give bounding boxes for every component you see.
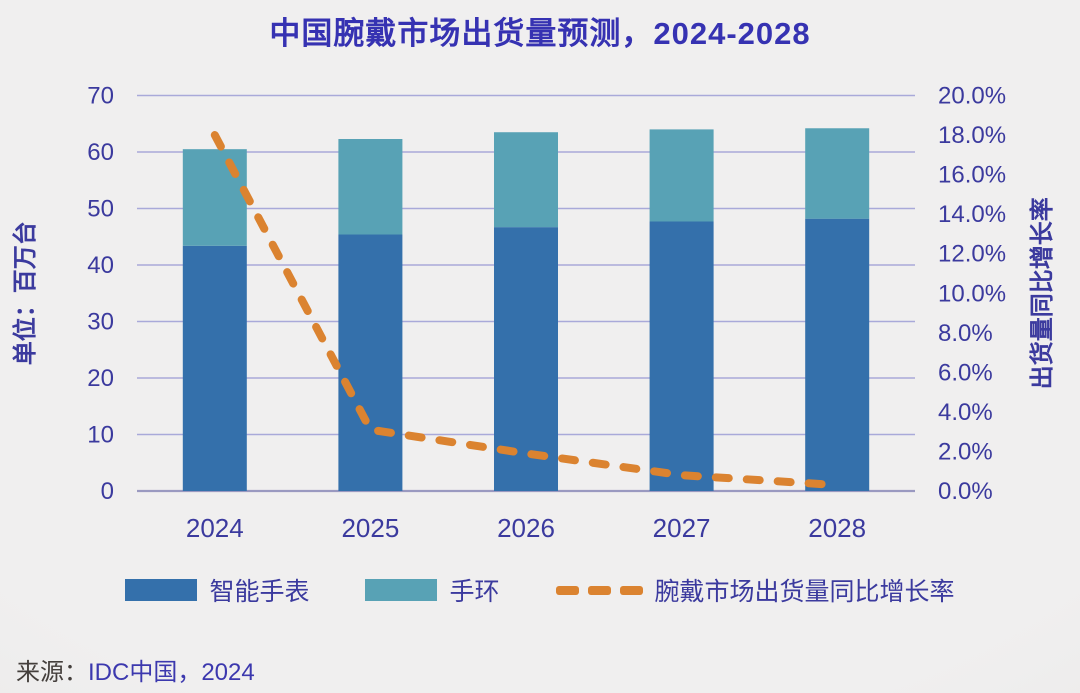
smartwatch-color-swatch xyxy=(125,579,198,601)
right-axis-tick: 18.0% xyxy=(938,122,1006,149)
left-axis-title: 单位：百万台 xyxy=(11,221,39,365)
left-axis-tick: 50 xyxy=(87,196,114,223)
growth-line-legend-label: 腕戴市场出货量同比增长率 xyxy=(654,578,955,606)
band-color-swatch xyxy=(365,579,438,601)
bar-2024-series1 xyxy=(182,149,247,246)
right-axis-ticks: 20.0% 18.0% 16.0% 14.0% 12.0% 10.0% 8.0% 6.0% 4.… xyxy=(938,83,1006,506)
x-axis-label: 2024 xyxy=(186,513,244,543)
right-axis-tick: 2.0% xyxy=(938,438,993,465)
source-note: 来源：IDC中国，2024 xyxy=(16,652,255,687)
right-axis-tick: 16.0% xyxy=(938,162,1006,189)
growth-line-dash-swatch xyxy=(555,585,643,595)
right-axis-tick: 8.0% xyxy=(938,320,993,347)
source-value: IDC中国，2024 xyxy=(88,659,255,686)
bar-2024-series0 xyxy=(182,245,247,491)
legend: 智能手表 手环 腕戴市场出货量同比增长率 xyxy=(0,572,1080,608)
right-axis-tick: 20.0% xyxy=(938,83,1006,110)
bars xyxy=(182,128,870,492)
bar-2028-series0 xyxy=(805,218,870,492)
chart-title: 中国腕戴市场出货量预测，2024-2028 xyxy=(269,16,811,51)
left-axis-tick: 70 xyxy=(87,83,114,110)
x-axis-label: 2027 xyxy=(653,513,711,543)
right-axis-tick: 0.0% xyxy=(938,478,993,505)
x-axis-label: 2028 xyxy=(808,513,866,543)
right-axis-tick: 10.0% xyxy=(938,280,1006,307)
right-axis-tick: 14.0% xyxy=(938,201,1006,228)
x-axis-label: 2026 xyxy=(497,513,555,543)
smartwatch-legend-label: 智能手表 xyxy=(209,578,310,606)
left-axis-tick: 10 xyxy=(87,422,114,449)
bar-2027-series0 xyxy=(649,221,714,491)
band-legend-label: 手环 xyxy=(449,578,500,606)
legend-item-growth-line: 腕戴市场出货量同比增长率 xyxy=(555,572,955,608)
right-axis-title: 出货量同比增长率 xyxy=(1028,197,1056,389)
left-axis-ticks: 0 10 20 30 40 50 60 70 xyxy=(87,83,114,506)
right-axis-tick: 6.0% xyxy=(938,359,993,386)
left-axis-tick: 60 xyxy=(87,139,114,166)
growth-rate-line xyxy=(210,131,842,490)
left-axis-tick: 0 xyxy=(101,478,114,505)
right-axis-tick: 12.0% xyxy=(938,241,1006,268)
left-axis-tick: 30 xyxy=(87,309,114,336)
legend-item-band: 手环 xyxy=(365,572,500,608)
legend-item-smartwatch: 智能手表 xyxy=(125,572,309,608)
bar-2027-series1 xyxy=(649,129,714,222)
left-axis-tick: 40 xyxy=(87,252,114,279)
bar-2025-series0 xyxy=(338,234,403,492)
x-axis-label: 2025 xyxy=(341,513,399,543)
left-axis-tick: 20 xyxy=(87,365,114,392)
bar-2026-series1 xyxy=(494,132,558,228)
source-prefix: 来源： xyxy=(16,659,88,686)
x-axis-labels: 2024 2025 2026 2027 2028 xyxy=(186,513,866,543)
bar-2025-series1 xyxy=(338,139,403,235)
bar-2028-series1 xyxy=(805,128,870,219)
right-axis-tick: 4.0% xyxy=(938,399,993,426)
